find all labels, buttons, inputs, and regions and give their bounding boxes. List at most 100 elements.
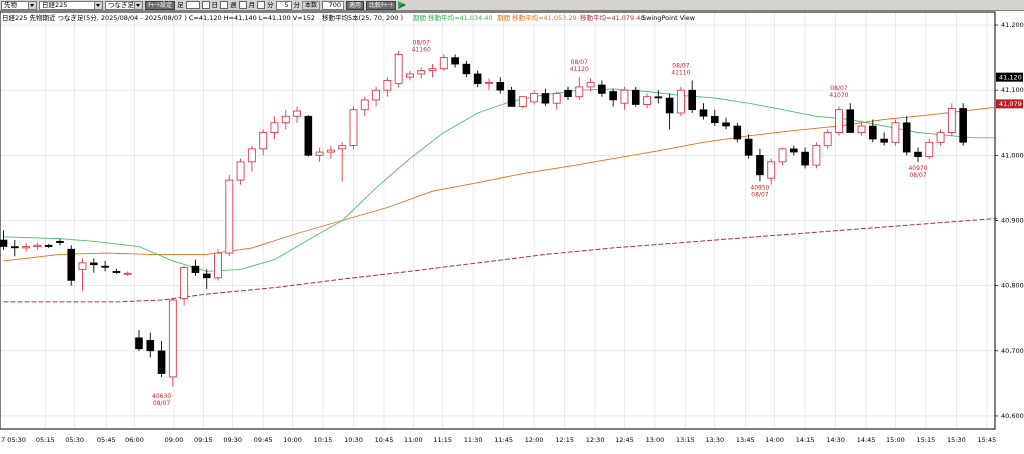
candle-body-down[interactable] <box>473 73 482 84</box>
candle-body-up[interactable] <box>338 145 347 150</box>
candle-body-up[interactable] <box>778 148 787 163</box>
index-select[interactable]: 日経225 <box>39 0 103 10</box>
candle-body-up[interactable] <box>225 179 234 254</box>
candle-body-up[interactable] <box>270 122 279 133</box>
candle-body-up[interactable] <box>518 96 527 107</box>
candle-body-up[interactable] <box>812 145 821 166</box>
candle-body-up[interactable] <box>394 53 403 85</box>
candle-body-down[interactable] <box>733 125 742 140</box>
candle-body-up[interactable] <box>552 92 561 104</box>
candle-body-down[interactable] <box>710 115 719 124</box>
candle-body-down[interactable] <box>654 96 663 99</box>
candle-body-down[interactable] <box>665 97 674 114</box>
minute-label[interactable]: 分 <box>267 0 274 9</box>
bars-input[interactable]: 700 <box>322 0 345 10</box>
candle-body-up[interactable] <box>236 161 245 181</box>
checkbox-icon[interactable] <box>201 1 210 9</box>
candle-body-down[interactable] <box>0 239 8 247</box>
candle-body-down[interactable] <box>801 151 809 166</box>
candle-body-down[interactable] <box>880 138 888 143</box>
candle-body-up[interactable] <box>823 132 832 147</box>
candle-body-down[interactable] <box>191 265 200 273</box>
candle-body-up[interactable] <box>891 122 900 143</box>
candle-body-down[interactable] <box>44 244 53 247</box>
candle-body-up[interactable] <box>405 73 414 78</box>
candle-body-down[interactable] <box>496 82 505 91</box>
candle-body-down[interactable] <box>564 89 572 98</box>
candle-body-up[interactable] <box>530 92 539 103</box>
candle-body-up[interactable] <box>293 110 301 117</box>
candle-body-down[interactable] <box>846 109 855 133</box>
instrument-select[interactable]: 先物 <box>1 0 37 10</box>
candle-body-up[interactable] <box>168 299 177 378</box>
candle-body-down[interactable] <box>67 248 76 281</box>
candle-body-down[interactable] <box>598 84 606 94</box>
candle-body-down[interactable] <box>112 271 121 273</box>
candle-body-down[interactable] <box>688 89 696 111</box>
candle-body-down[interactable] <box>789 148 798 153</box>
candle-body-down[interactable] <box>202 273 211 279</box>
candle-body-up[interactable] <box>78 262 87 270</box>
candle-body-up[interactable] <box>383 79 392 91</box>
candle-body-up[interactable] <box>485 81 493 84</box>
candle-body-down[interactable] <box>56 241 64 243</box>
checkbox-icon[interactable] <box>185 1 200 9</box>
candle-body-up[interactable] <box>947 107 956 133</box>
weekly-label[interactable]: 週 <box>230 0 237 9</box>
compare-chart-button[interactable]: 比較ﾁｬｰﾄ <box>366 0 397 10</box>
candle-body-up[interactable] <box>428 68 437 72</box>
candle-body-down[interactable] <box>869 125 877 140</box>
candle-body-up[interactable] <box>620 89 629 104</box>
candle-body-up[interactable] <box>315 151 324 156</box>
chart-settings-button[interactable]: ﾁｬｰﾄ設定 <box>145 0 176 10</box>
candle-body-down[interactable] <box>462 63 471 75</box>
candles[interactable] <box>0 51 967 387</box>
candle-body-up[interactable] <box>676 89 685 114</box>
candle-body-up[interactable] <box>360 99 369 111</box>
candle-body-up[interactable] <box>372 89 381 101</box>
candle-body-up[interactable] <box>936 132 945 143</box>
candle-body-down[interactable] <box>10 246 19 249</box>
candle-body-down[interactable] <box>722 122 730 127</box>
candle-body-up[interactable] <box>281 115 290 124</box>
candle-body-up[interactable] <box>767 161 776 179</box>
candle-body-up[interactable] <box>123 272 132 275</box>
candle-body-up[interactable] <box>643 96 651 105</box>
candle-body-up[interactable] <box>22 246 31 249</box>
flag-icon[interactable] <box>398 1 407 10</box>
candle-body-down[interactable] <box>90 262 98 266</box>
bars-count-button[interactable]: 本数 <box>302 0 321 10</box>
candle-body-down[interactable] <box>507 89 516 107</box>
candle-body-down[interactable] <box>609 91 617 101</box>
candle-body-down[interactable] <box>101 265 109 268</box>
daily-label[interactable]: 日 <box>211 0 219 9</box>
candle-body-up[interactable] <box>326 149 335 153</box>
candle-body-down[interactable] <box>744 138 753 156</box>
candle-body-up[interactable] <box>835 109 843 133</box>
candle-body-down[interactable] <box>146 340 155 352</box>
candle-body-up[interactable] <box>214 252 222 279</box>
checkbox-icon[interactable] <box>257 1 266 9</box>
candle-body-up[interactable] <box>857 125 866 133</box>
candle-body-down[interactable] <box>902 122 911 153</box>
candle-body-down[interactable] <box>135 337 143 350</box>
candle-body-up[interactable] <box>33 244 42 248</box>
candle-body-down[interactable] <box>304 115 313 156</box>
candlestick-chart[interactable]: 08/074116008/074112008/074111008/0741070… <box>0 11 1024 454</box>
candle-body-up[interactable] <box>180 266 189 300</box>
continuous-select[interactable]: つなぎ足 <box>105 0 143 10</box>
candle-body-up[interactable] <box>417 70 426 75</box>
candle-body-up[interactable] <box>259 132 268 150</box>
candle-body-up[interactable] <box>247 148 256 163</box>
candle-body-down[interactable] <box>914 151 922 157</box>
candle-body-up[interactable] <box>439 57 448 70</box>
candle-body-up[interactable] <box>586 81 595 88</box>
checkbox-icon[interactable] <box>238 1 247 9</box>
candle-body-up[interactable] <box>925 141 934 158</box>
candle-body-up[interactable] <box>575 86 584 98</box>
candle-body-down[interactable] <box>756 155 764 176</box>
checkbox-icon[interactable] <box>220 1 229 9</box>
candle-body-down[interactable] <box>157 350 166 374</box>
minutes-input[interactable]: 5 <box>275 0 292 10</box>
candle-body-up[interactable] <box>349 109 358 147</box>
